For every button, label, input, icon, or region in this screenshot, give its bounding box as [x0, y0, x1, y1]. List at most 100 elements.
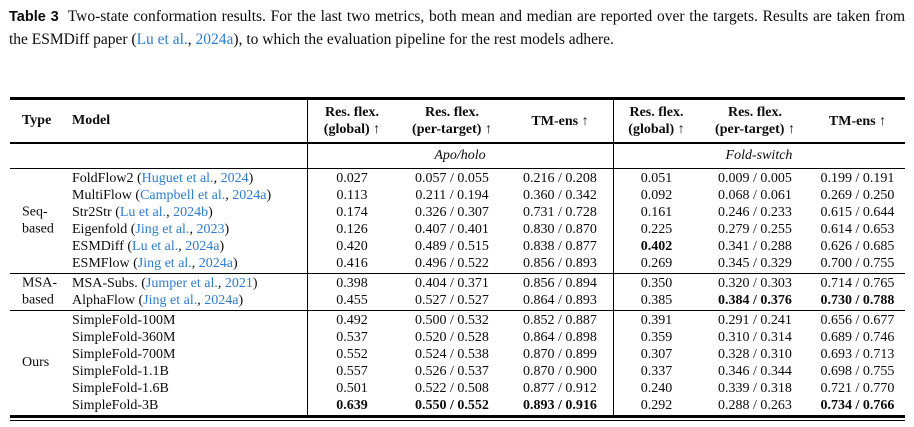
header-line1: Res. flex.	[629, 105, 684, 120]
header-tm-ens-fold: TM-ens ↑	[810, 113, 905, 130]
group-type-label: Seq- based	[22, 205, 54, 238]
cite-comma: ,	[225, 187, 233, 203]
metric-value: 0.174	[336, 204, 368, 220]
caption-text-after: ), to which the evaluation pipeline for …	[233, 30, 614, 48]
model-name: AlphaFlow	[72, 292, 135, 308]
metric-value: 0.341 / 0.288	[718, 238, 792, 254]
table-row: ESMFlow (Jing et al., 2024a) 0.416 0.496…	[10, 255, 905, 272]
metric-value: 0.526 / 0.537	[415, 363, 489, 379]
citation-author-link[interactable]: Huguet et al.	[141, 170, 214, 186]
metric-value: 0.009 / 0.005	[718, 170, 792, 186]
metric-value: 0.113	[336, 187, 368, 203]
caption-citation-author-link[interactable]: Lu et al.	[136, 30, 188, 48]
citation-year-link[interactable]: 2024a	[204, 292, 239, 308]
metric-value-best: 0.893 / 0.916	[523, 397, 597, 413]
metric-value: 0.027	[336, 170, 368, 186]
metric-value: 0.346 / 0.344	[718, 363, 792, 379]
citation-year-link[interactable]: 2024b	[173, 204, 209, 220]
model-name: SimpleFold-1.6B	[72, 380, 169, 396]
cite-close-paren: )	[208, 204, 213, 220]
metric-value: 0.350	[640, 275, 673, 291]
citation-author-link[interactable]: Jumper et al.	[145, 275, 218, 291]
metric-value: 0.689 / 0.746	[820, 329, 895, 345]
model-name: Str2Str	[72, 204, 112, 220]
cite-close-paren: )	[219, 238, 225, 254]
metric-value: 0.838 / 0.877	[523, 238, 597, 254]
table-row: MSA-Subs. (Jumper et al., 2021) 0.398 0.…	[10, 275, 905, 292]
metric-value: 0.656 / 0.677	[820, 312, 895, 328]
metric-value: 0.721 / 0.770	[820, 380, 895, 396]
model-name: FoldFlow2	[72, 170, 134, 186]
table-row: ESMDiff (Lu et al., 2024a) 0.420 0.489 /…	[10, 238, 905, 255]
metric-value: 0.500 / 0.532	[415, 312, 489, 328]
table-row: AlphaFlow (Jing et al., 2024a) 0.455 0.5…	[10, 292, 905, 309]
header-left-cell: Type Model	[10, 100, 307, 142]
model-cell: SimpleFold-1.6B	[10, 381, 307, 397]
metric-value: 0.416	[336, 255, 368, 271]
header-line1: Res. flex.	[424, 105, 480, 120]
citation-year-link[interactable]: 2021	[224, 275, 253, 291]
metric-value: 0.211 / 0.194	[415, 187, 489, 203]
cite-comma: ,	[217, 275, 225, 291]
model-cell: ESMDiff (Lu et al., 2024a)	[10, 239, 307, 255]
type-label-line1: MSA-	[22, 275, 58, 291]
metric-value: 0.877 / 0.912	[523, 380, 597, 396]
model-cell: SimpleFold-360M	[10, 330, 307, 346]
table-bottom-rule	[10, 415, 905, 421]
cite-open-paren: (	[131, 187, 141, 203]
citation-author-link[interactable]: Lu et al.	[119, 204, 167, 220]
metric-value: 0.391	[640, 312, 673, 328]
caption-citation-year-link[interactable]: 2024a	[195, 30, 234, 48]
metric-value: 0.864 / 0.893	[523, 292, 597, 308]
citation-year-link[interactable]: 2024a	[198, 255, 234, 271]
header-res-flex-global-fold: Res. flex. (global) ↑	[613, 104, 700, 138]
metric-value-best: 0.639	[336, 397, 368, 413]
citation-author-link[interactable]: Jing et al.	[135, 221, 190, 237]
table-row: SimpleFold-100M 0.492 0.500 / 0.532 0.85…	[10, 312, 905, 329]
results-table: Type Model Res. flex. (global) ↑ Res. fle…	[10, 97, 905, 421]
caption-text-before: Two-state conformation results. For the …	[9, 8, 906, 48]
metric-value: 0.420	[336, 238, 368, 254]
citation-author-link[interactable]: Jing et al.	[137, 255, 192, 271]
metric-value: 0.537	[336, 329, 368, 345]
metric-value: 0.864 / 0.898	[523, 329, 597, 345]
column-divider-right	[613, 100, 614, 415]
model-cell: SimpleFold-1.1B	[10, 364, 307, 380]
citation-year-link[interactable]: 2024a	[185, 238, 220, 254]
model-cell: Eigenfold (Jing et al., 2023)	[10, 222, 307, 238]
citation-author-link[interactable]: Lu et al.	[132, 238, 179, 254]
model-cell: Str2Str (Lu et al., 2024b)	[10, 205, 307, 221]
cite-close-paren: )	[248, 170, 254, 186]
table-row: SimpleFold-3B 0.639 0.550 / 0.552 0.893 …	[10, 397, 905, 414]
model-cell: SimpleFold-700M	[10, 347, 307, 363]
metric-value: 0.291 / 0.241	[718, 312, 792, 328]
model-name: ESMFlow	[72, 255, 130, 271]
metric-value: 0.520 / 0.528	[415, 329, 489, 345]
header-type: Type	[22, 113, 52, 128]
table-row: SimpleFold-1.6B 0.501 0.522 / 0.508 0.87…	[10, 380, 905, 397]
metric-value: 0.870 / 0.900	[523, 363, 597, 379]
citation-author-link[interactable]: Jing et al.	[143, 292, 198, 308]
model-cell: SimpleFold-3B	[10, 398, 307, 414]
metric-value: 0.398	[336, 275, 368, 291]
metric-value: 0.339 / 0.318	[718, 380, 792, 396]
metric-value: 0.292	[640, 397, 673, 413]
citation-year-link[interactable]: 2024	[220, 170, 249, 186]
metric-value: 0.496 / 0.522	[415, 255, 489, 271]
metric-value: 0.522 / 0.508	[415, 380, 489, 396]
table-row: FoldFlow2 (Huguet et al., 2024) 0.027 0.…	[10, 170, 905, 187]
metric-value: 0.320 / 0.303	[718, 275, 792, 291]
metric-value: 0.225	[640, 221, 673, 237]
citation-year-link[interactable]: 2024a	[232, 187, 267, 203]
table-row: SimpleFold-360M 0.537 0.520 / 0.528 0.86…	[10, 329, 905, 346]
metric-value: 0.693 / 0.713	[820, 346, 895, 362]
metric-value: 0.345 / 0.329	[718, 255, 792, 271]
citation-author-link[interactable]: Campbell et al.	[140, 187, 226, 203]
metric-value: 0.126	[336, 221, 368, 237]
metric-value: 0.161	[640, 204, 673, 220]
citation-year-link[interactable]: 2023	[196, 221, 225, 237]
group-msa-based: MSA- based MSA-Subs. (Jumper et al., 202…	[10, 274, 905, 311]
model-name: SimpleFold-100M	[72, 312, 176, 328]
metric-value: 0.489 / 0.515	[415, 238, 489, 254]
metric-value: 0.360 / 0.342	[523, 187, 597, 203]
